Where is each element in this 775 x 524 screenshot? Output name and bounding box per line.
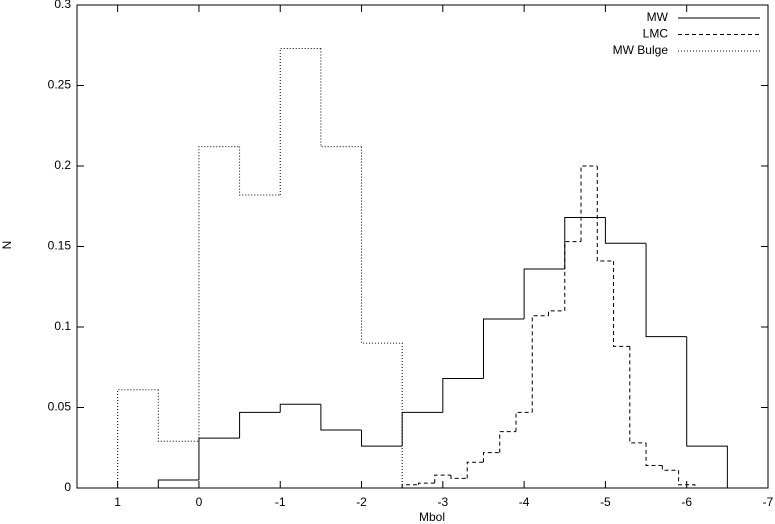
- histogram-bin: [279, 47, 321, 195]
- x-tick-label: -5: [600, 495, 611, 509]
- histogram-bin: [450, 475, 468, 479]
- histogram-bin: [531, 315, 549, 413]
- histogram-bin: [482, 452, 500, 463]
- histogram-bin: [198, 146, 240, 442]
- histogram-bin: [466, 461, 484, 479]
- histogram-bin: [499, 431, 516, 453]
- histogram-bin: [645, 243, 687, 338]
- histogram-bin: [686, 336, 728, 488]
- histogram-bin: [198, 437, 240, 480]
- histogram-bin: [442, 378, 484, 413]
- legend-label: MW Bulge: [613, 43, 669, 57]
- x-tick-label: -4: [519, 495, 530, 509]
- y-tick-label: 0.2: [54, 158, 71, 172]
- y-axis-label: N: [0, 241, 14, 250]
- x-tick-label: -6: [681, 495, 692, 509]
- histogram-bin: [361, 430, 403, 447]
- histogram-bin: [580, 165, 598, 242]
- histogram-bin: [548, 310, 565, 316]
- histogram-bin: [157, 389, 199, 442]
- x-tick-label: 0: [196, 495, 203, 509]
- histogram-bin: [157, 479, 199, 488]
- histogram-bin: [239, 146, 281, 196]
- histogram-bin: [645, 442, 663, 466]
- histogram-bin: [434, 474, 451, 484]
- histogram-bin: [401, 411, 443, 447]
- histogram-bin: [482, 318, 525, 379]
- x-tick-label: -7: [763, 495, 774, 509]
- legend-label: LMC: [643, 27, 669, 41]
- x-tick-label: 1: [114, 495, 121, 509]
- x-tick-label: -1: [275, 495, 286, 509]
- histogram-bin: [523, 268, 565, 319]
- histogram-bin: [320, 48, 362, 148]
- histogram-bin: [629, 346, 647, 444]
- histogram-bin: [279, 403, 321, 413]
- x-tick-label: -2: [356, 495, 367, 509]
- histogram-bin: [117, 389, 159, 488]
- histogram-bin: [564, 217, 606, 270]
- histogram-bin: [564, 241, 582, 311]
- histogram-bin: [361, 146, 403, 488]
- y-tick-label: 0.15: [48, 239, 72, 253]
- x-tick-label: -3: [437, 495, 448, 509]
- y-tick-label: 0: [64, 480, 71, 494]
- histogram-bin: [320, 404, 362, 431]
- histogram-bin: [613, 260, 630, 347]
- x-axis-label: Mbol: [419, 510, 445, 524]
- plot-frame: [76, 4, 769, 489]
- y-tick-label: 0.25: [48, 78, 72, 92]
- histogram-bin: [239, 411, 281, 439]
- histogram-bin: [678, 470, 696, 488]
- histogram-bin: [515, 411, 533, 432]
- y-tick-label: 0.3: [54, 0, 71, 11]
- legend-label: MW: [647, 10, 669, 24]
- histogram-bin: [596, 166, 614, 262]
- histogram-bin: [604, 217, 647, 244]
- histogram-bin: [661, 465, 679, 471]
- y-tick-label: 0.1: [54, 319, 71, 333]
- histogram-bin: [417, 482, 435, 485]
- y-tick-label: 0.05: [48, 400, 72, 414]
